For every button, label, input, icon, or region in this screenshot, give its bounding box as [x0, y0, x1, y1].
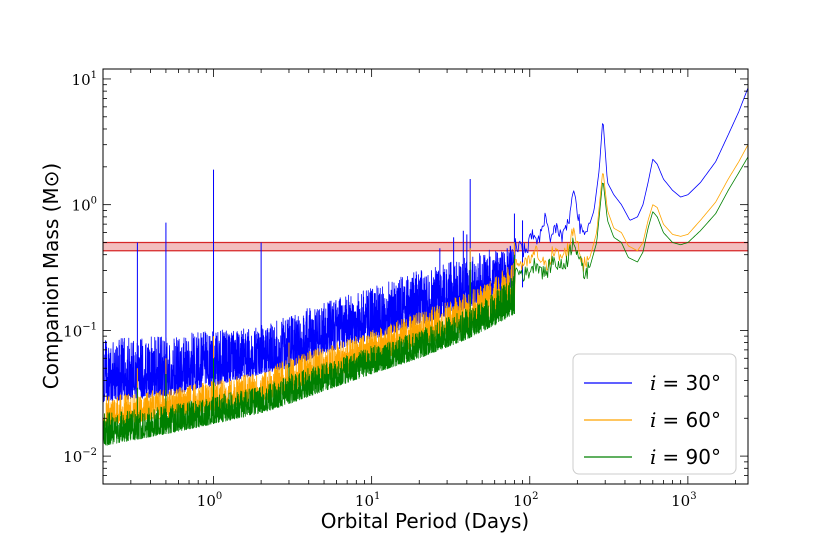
- y-tick-label: 100: [72, 196, 97, 215]
- y-tick-label: 10−2: [63, 447, 97, 466]
- plot-area-frame: [102, 68, 749, 485]
- y-axis-label: Companion Mass (M⊙): [39, 163, 63, 389]
- x-tick-label: 101: [355, 491, 380, 510]
- axis-ticks: [102, 69, 748, 485]
- x-tick-label: 103: [671, 491, 696, 510]
- legend-label-2: i = 60°: [650, 408, 721, 432]
- x-tick-label: 102: [513, 491, 538, 510]
- x-tick-labels: 100 101 102 103: [197, 491, 697, 510]
- y-tick-label: 101: [72, 70, 97, 89]
- x-tick-label: 100: [197, 491, 222, 510]
- legend-box: [572, 353, 737, 475]
- legend: i = 30° i = 60° i = 90°: [572, 353, 737, 475]
- series-line-3: [103, 156, 748, 447]
- x-axis-label: Orbital Period (Days): [321, 509, 529, 533]
- y-tick-label: 10−1: [63, 321, 97, 340]
- legend-label-1: i = 30°: [650, 371, 721, 395]
- series-layer: [103, 87, 748, 447]
- mass-range-band-layer: [103, 241, 748, 252]
- mass-range-band: [103, 242, 748, 251]
- legend-label-3: i = 90°: [650, 445, 721, 469]
- y-tick-labels: 10−2 10−1 100 101: [63, 70, 97, 466]
